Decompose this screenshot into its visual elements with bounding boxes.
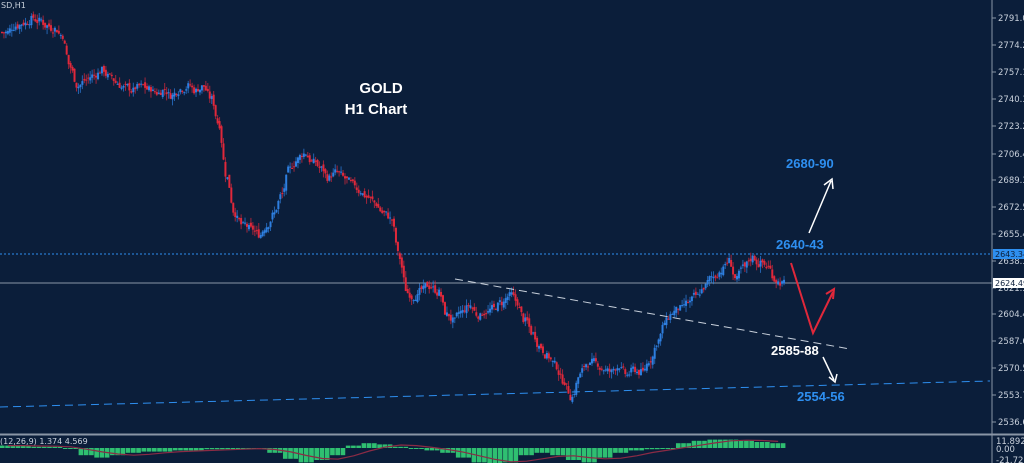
price-tick-label: 2672.50 (998, 203, 1024, 213)
blue-price-tag: 2643.34 (993, 249, 1024, 259)
price-tick-label: 2553.70 (998, 391, 1024, 401)
price-tick-label: 2570.50 (998, 364, 1024, 374)
price-tick-label: 2706.40 (998, 150, 1024, 160)
price-tick-label: 2638.30 (998, 257, 1024, 267)
price-tick-label: 2689.30 (998, 176, 1024, 186)
svg-text:2643.34: 2643.34 (995, 250, 1024, 259)
price-tick-label: 2536.60 (998, 418, 1024, 428)
annotation-resistance: 2640-43 (776, 237, 824, 252)
annotation-target-high: 2680-90 (786, 156, 834, 171)
macd-axis-zero: 0.00 (996, 445, 1015, 455)
symbol-label: SD,H1 (1, 1, 26, 10)
price-tick-label: 2655.40 (998, 230, 1024, 240)
descending-trendline[interactable] (454, 278, 851, 350)
macd-indicator (0, 439, 786, 463)
chart-title-line2: H1 Chart (345, 101, 408, 118)
price-tick-label: 2604.40 (998, 310, 1024, 320)
candlestick-series (1, 11, 786, 404)
macd-axis-max: 11.892 (996, 437, 1024, 447)
price-tick-label: 2791.00 (998, 14, 1024, 24)
chart-title-line1: GOLD (359, 80, 402, 97)
price-tick-label: 2723.20 (998, 122, 1024, 132)
price-tick-label: 2757.10 (998, 68, 1024, 78)
price-tick-label: 2740.30 (998, 95, 1024, 105)
price-tick-label: 2621.50 (998, 284, 1024, 294)
macd-axis-min: -21.72 (996, 456, 1023, 463)
red-v-arrow-icon (790, 262, 836, 336)
price-tick-label: 2774.20 (998, 41, 1024, 51)
macd-label: (12,26,9) 1.374 4.569 (0, 437, 88, 446)
current-price-tag: 2624.49 (993, 278, 1024, 288)
up-arrow-icon (808, 177, 834, 234)
rising-support-line[interactable] (0, 380, 991, 408)
annotation-support-low: 2554-56 (797, 389, 845, 404)
annotation-support-mid: 2585-88 (771, 343, 819, 358)
svg-text:2624.49: 2624.49 (995, 279, 1024, 288)
price-axis[interactable]: 2791.00 2774.20 2757.10 2740.30 2723.20 2706.… (992, 14, 1024, 428)
price-tick-label: 2587.60 (998, 337, 1024, 347)
down-arrow-icon (822, 356, 838, 384)
